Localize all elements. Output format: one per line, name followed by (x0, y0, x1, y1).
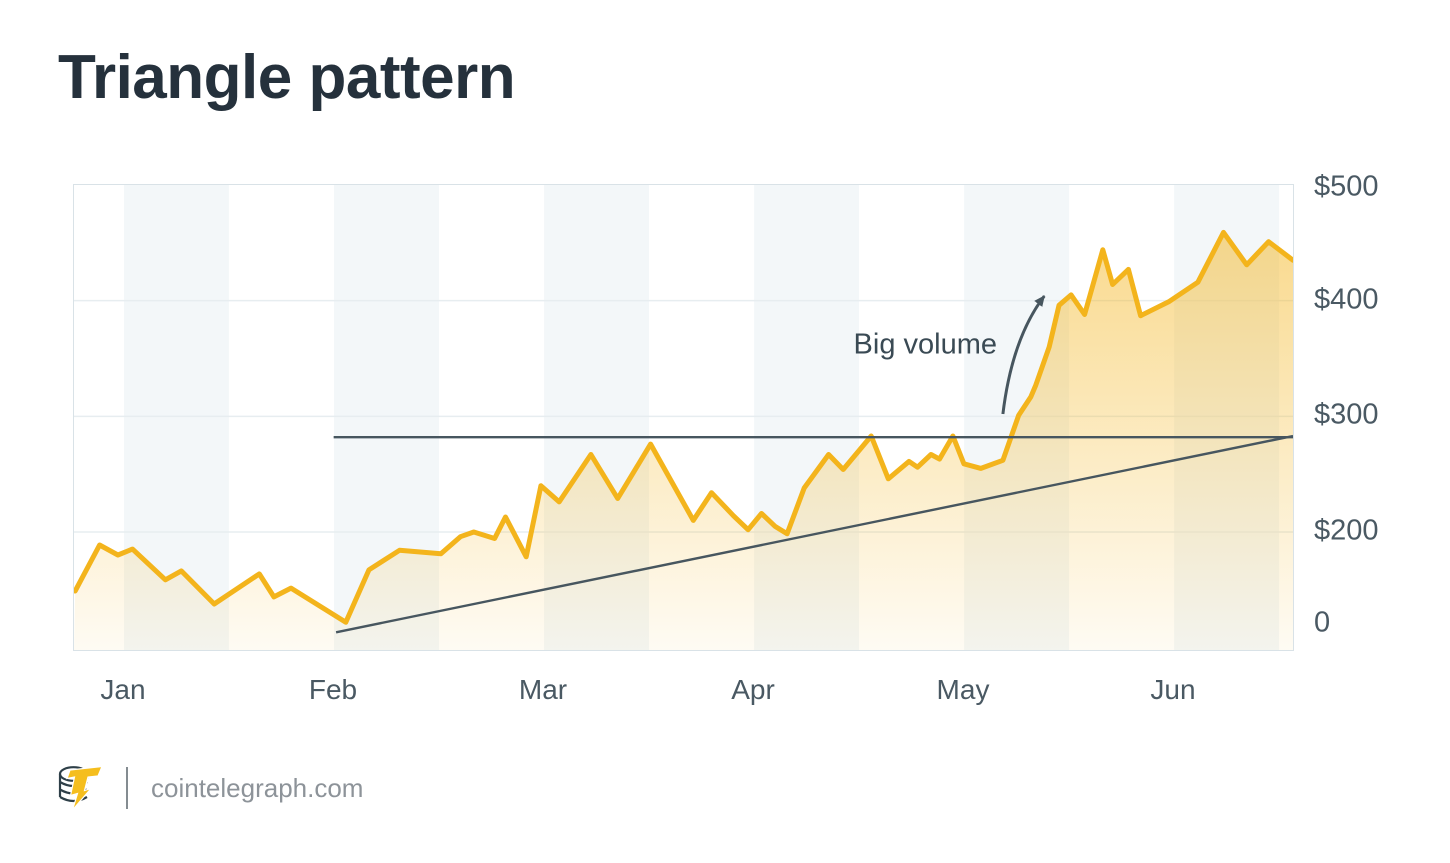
footer: cointelegraph.com (57, 761, 363, 815)
page-title: Triangle pattern (58, 43, 516, 112)
y-axis-tick-label: $400 (1314, 283, 1379, 316)
x-axis-month-label: Jun (1150, 674, 1196, 705)
y-axis: $500 $400 $300 $200 0 (1314, 171, 1424, 649)
footer-site-text: cointelegraph.com (151, 772, 364, 803)
y-axis-tick-label: $300 (1314, 398, 1379, 431)
plot-area: Big volume (73, 184, 1294, 651)
y-axis-tick-label: $500 (1314, 170, 1379, 203)
footer-divider (126, 767, 128, 809)
x-axis-month-label: Jan (100, 674, 146, 705)
x-axis-month-label: May (936, 674, 990, 705)
lightning-bolt-icon (66, 765, 103, 811)
price-line (74, 229, 1293, 625)
price-chart (74, 185, 1293, 650)
x-axis-month-label: Feb (308, 674, 358, 705)
annotation-arrow (1001, 295, 1046, 415)
annotation-big-volume: Big volume (853, 328, 997, 361)
y-axis-tick-label: $200 (1314, 514, 1379, 547)
cointelegraph-logo-icon (58, 765, 103, 811)
x-axis-month-label: Apr (731, 674, 775, 705)
y-axis-tick-label: 0 (1314, 606, 1331, 639)
support-trendline (335, 434, 1293, 634)
x-axis-month-label: Mar (518, 674, 568, 705)
x-axis: Jan Feb Mar Apr May Jun (73, 650, 1292, 714)
price-area-fill (74, 232, 1293, 650)
